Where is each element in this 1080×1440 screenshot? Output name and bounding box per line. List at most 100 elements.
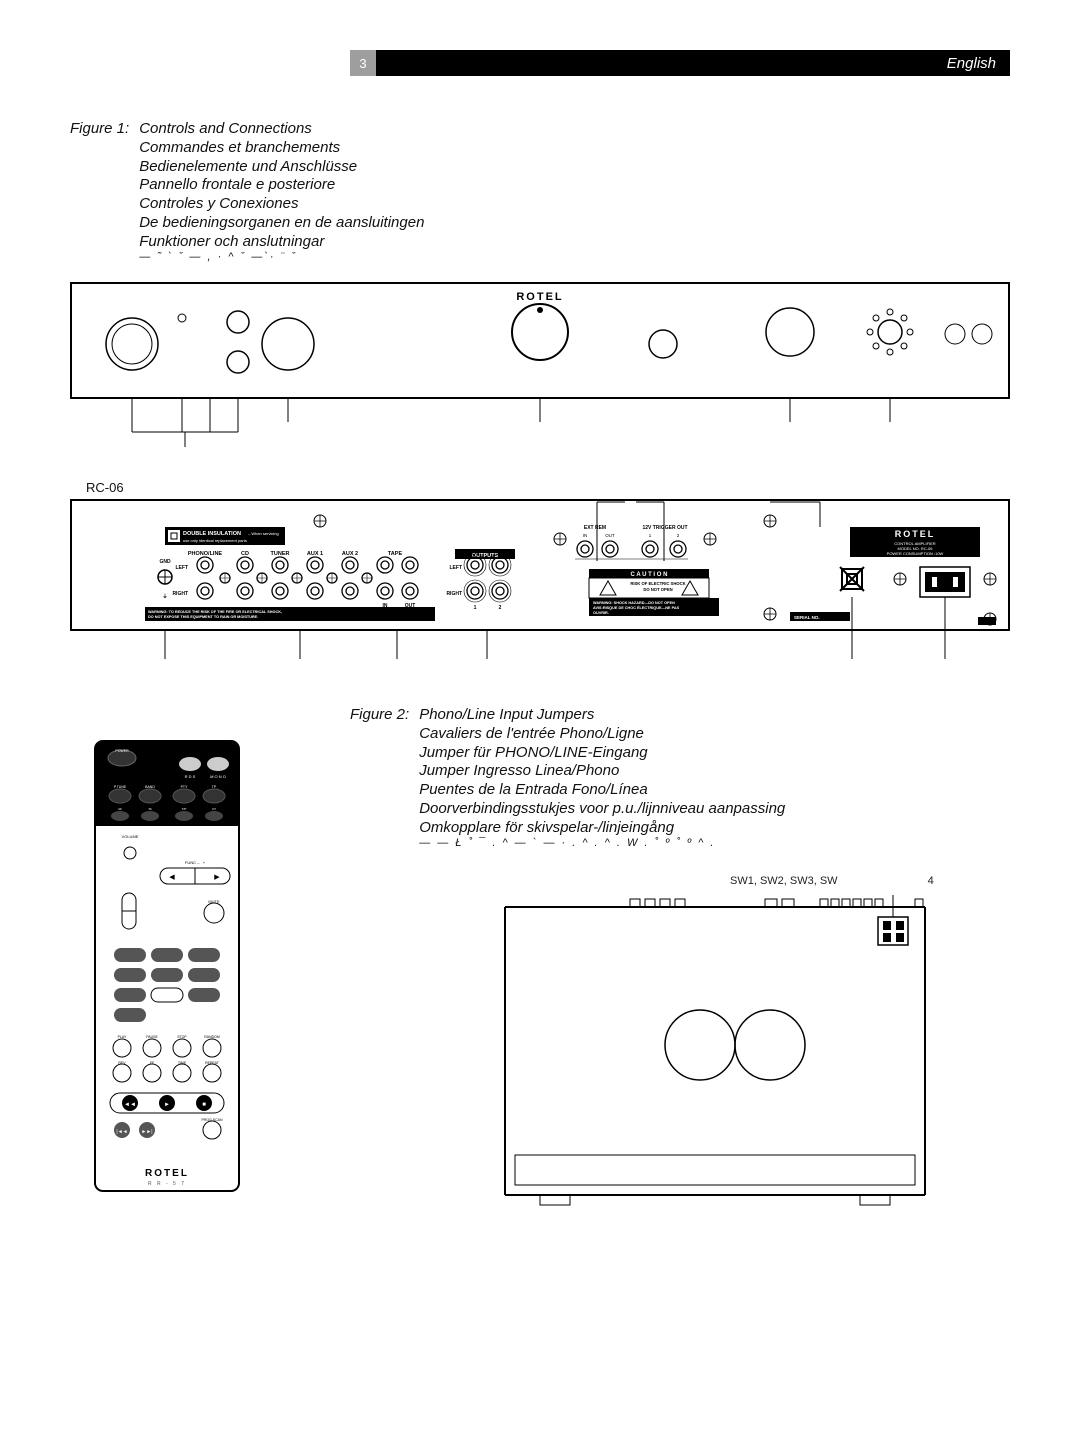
rear-model: RC-06 (86, 480, 1010, 495)
jumper-label: SW1, SW2, SW3, SW (730, 875, 838, 887)
svg-text:TIME: TIME (178, 1061, 187, 1065)
svg-text:◄◄: ◄◄ (124, 1102, 136, 1108)
svg-text:◀: ◀ (169, 874, 175, 881)
svg-text:PAUSE: PAUSE (146, 1035, 158, 1039)
figure2-heading: Figure 2: Phono/Line Input Jumpers Caval… (350, 706, 785, 851)
rear-panel-diagram: RC-06 DOUBLE INSULATION – When servic (70, 480, 1010, 679)
svg-text:ROTEL: ROTEL (895, 529, 936, 539)
svg-text:TA: TA (148, 807, 152, 811)
header-bar (376, 50, 933, 76)
svg-text:PLAY: PLAY (118, 1035, 127, 1039)
figure2-title-es: Puentes de la Entrada Fono/Línea (419, 781, 785, 800)
svg-text:DO NOT OPEN: DO NOT OPEN (643, 587, 672, 592)
remote-diagram: POWER R D S M O N O P.TUNE BAND PTY TP (92, 738, 242, 1198)
svg-text:CD: CD (241, 551, 249, 557)
figure2-title-de: Jumper für PHONO/LINE-Eingang (419, 744, 785, 763)
figure1-titles: Controls and Connections Commandes et br… (139, 120, 424, 265)
svg-text:BAND: BAND (145, 785, 155, 789)
svg-text:VOLUME: VOLUME (122, 834, 139, 839)
svg-text:DO NOT EXPOSE THIS EQUIPMENT T: DO NOT EXPOSE THIS EQUIPMENT TO RAIN OR … (148, 615, 258, 619)
svg-text:GND: GND (159, 559, 171, 565)
svg-text:RIGHT: RIGHT (446, 591, 462, 597)
svg-text:LEFT: LEFT (450, 565, 463, 571)
page: 3 English Figure 1: Controls and Connect… (0, 0, 1080, 1440)
svg-text:AUX 1: AUX 1 (307, 551, 323, 557)
figure2-title-en: Phono/Line Input Jumpers (419, 706, 785, 725)
svg-text:RANDOM: RANDOM (204, 1035, 220, 1039)
figure2-title-extra: — — Ł ˚ ¯ . ^ — ` — · . ^ . ^ . W . ˚ º … (419, 837, 785, 851)
svg-text:POWER: POWER (115, 749, 129, 753)
svg-text:IN: IN (583, 533, 588, 538)
figure1-title-es: Controles y Conexiones (139, 195, 424, 214)
svg-text:PHONO/LINE: PHONO/LINE (188, 551, 223, 557)
svg-text:⏚: ⏚ (162, 593, 167, 600)
svg-text:CT: CT (212, 807, 216, 811)
svg-text:ROTEL: ROTEL (516, 291, 563, 303)
front-panel-diagram: ROTEL (70, 282, 1010, 452)
svg-text:12V TRIGGER OUT: 12V TRIGGER OUT (642, 525, 687, 531)
svg-text:►►|: ►►| (141, 1129, 152, 1135)
svg-text:AF: AF (118, 807, 122, 811)
svg-text:R R - 5 7: R R - 5 7 (148, 1181, 186, 1187)
svg-text:REPEAT: REPEAT (205, 1061, 220, 1065)
figure1-title-extra: — ˜ ` ˇ — , · ^ ˇ —`· ¨ ˇ (139, 251, 424, 265)
figure1-heading: Figure 1: Controls and Connections Comma… (70, 120, 424, 265)
jumper-label-after: 4 (928, 875, 934, 887)
page-header: 3 English (350, 50, 1010, 76)
svg-text:TAPE: TAPE (388, 551, 403, 557)
figure1-label: Figure 1: (70, 120, 129, 137)
svg-text:EXT REM: EXT REM (584, 525, 606, 531)
svg-text:RIGHT: RIGHT (172, 591, 188, 597)
svg-text:STOP: STOP (177, 1035, 187, 1039)
figure2-title-fr: Cavaliers de l'entrée Phono/Ligne (419, 725, 785, 744)
svg-text:REV: REV (118, 1061, 126, 1065)
svg-text:PROG SCAN: PROG SCAN (201, 1118, 222, 1122)
svg-text:R D S: R D S (185, 774, 196, 779)
figure2-title-sv: Omkopplare för skivspelar-/linjeingång (419, 819, 785, 838)
svg-text:■: ■ (202, 1102, 206, 1108)
svg-text:TP: TP (212, 785, 217, 789)
svg-text:LEFT: LEFT (176, 565, 189, 571)
svg-text:WARNING: TO REDUCE THE RISK OF: WARNING: TO REDUCE THE RISK OF THE FIRE … (148, 610, 282, 614)
svg-text:M O N O: M O N O (210, 774, 226, 779)
svg-text:TUNER: TUNER (271, 551, 290, 557)
svg-text:MUTE: MUTE (208, 899, 220, 904)
svg-text:FUNC – +: FUNC – + (185, 860, 206, 865)
jumper-label-row: SW1, SW2, SW3, SW 4 (730, 875, 934, 887)
svg-text:POWER CONSUMPTION :10W: POWER CONSUMPTION :10W (887, 551, 944, 556)
svg-text:OUT: OUT (605, 533, 615, 538)
figure1-title-it: Pannello frontale e posteriore (139, 176, 424, 195)
svg-text:2: 2 (499, 605, 502, 611)
svg-text:AUX 2: AUX 2 (342, 551, 358, 557)
svg-text:WARNING: SHOCK HAZARD—DO NOT O: WARNING: SHOCK HAZARD—DO NOT OPEN (593, 601, 675, 605)
svg-text:T/P: T/P (182, 807, 187, 811)
page-number-box: 3 (350, 50, 376, 76)
figure2-title-nl: Doorverbindingsstukjes voor p.u./lijnniv… (419, 800, 785, 819)
svg-text:►: ► (164, 1102, 170, 1108)
svg-text:use only identical replacement: use only identical replacement parts (183, 538, 247, 543)
svg-text:AVIS:RISQUE DE CHOC ÉLECTRIQUE: AVIS:RISQUE DE CHOC ÉLECTRIQUE—NE PAS (593, 605, 680, 610)
figure1-title-de: Bedienelemente und Anschlüsse (139, 158, 424, 177)
page-language: English (933, 50, 1010, 76)
svg-text:SERIAL NO.: SERIAL NO. (794, 615, 820, 620)
figure1-title-nl: De bedieningsorganen en de aansluitingen (139, 214, 424, 233)
svg-text:OUVRIR.: OUVRIR. (593, 611, 609, 615)
svg-text:PTY: PTY (181, 785, 188, 789)
figure1-title-en: Controls and Connections (139, 120, 424, 139)
svg-text:– When servicing: – When servicing (248, 531, 279, 536)
figure2-label: Figure 2: (350, 706, 409, 723)
jumper-board-diagram (500, 895, 930, 1215)
svg-text:C A U T I O N: C A U T I O N (631, 572, 668, 578)
svg-text:▶: ▶ (214, 874, 220, 881)
svg-text:RISK OF ELECTRIC SHOCK: RISK OF ELECTRIC SHOCK (630, 581, 685, 586)
svg-text:1: 1 (474, 605, 477, 611)
svg-text:DOUBLE INSULATION: DOUBLE INSULATION (183, 531, 241, 537)
figure1-title-sv: Funktioner och anslutningar (139, 233, 424, 252)
figure2-title-it: Jumper Ingresso Linea/Phono (419, 762, 785, 781)
svg-text:P.TUNE: P.TUNE (114, 785, 127, 789)
svg-text:ROTEL: ROTEL (145, 1168, 189, 1179)
svg-text:|◄◄: |◄◄ (116, 1129, 127, 1135)
figure1-title-fr: Commandes et branchements (139, 139, 424, 158)
figure2-titles: Phono/Line Input Jumpers Cavaliers de l'… (419, 706, 785, 851)
svg-text:FF: FF (150, 1061, 154, 1065)
